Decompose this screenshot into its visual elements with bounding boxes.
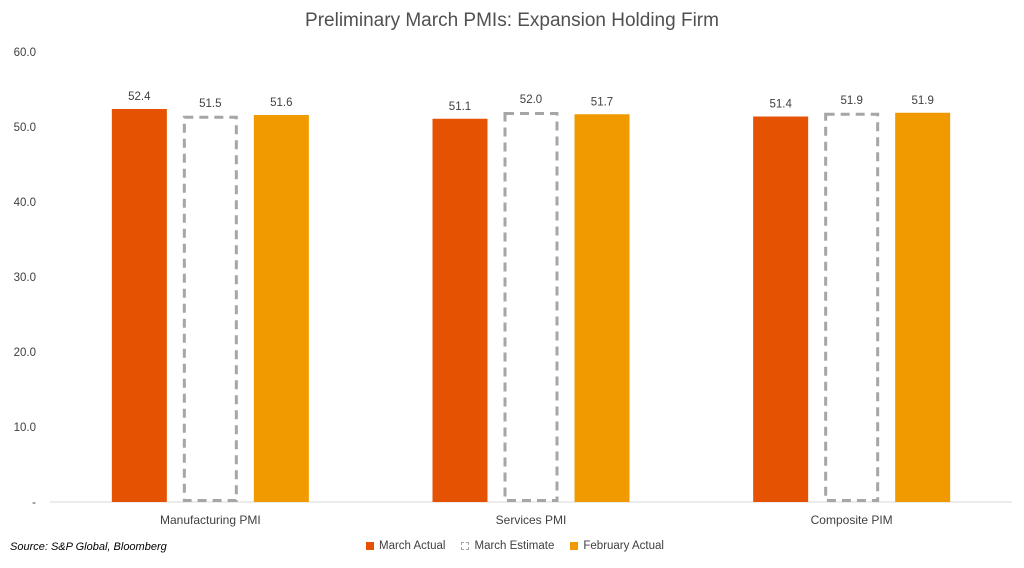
x-tick-label-services-pmi: Services PMI — [496, 513, 567, 527]
y-tick-label: 20.0 — [14, 347, 36, 359]
legend-label-february-actual: February Actual — [583, 540, 664, 552]
bar-february-actual-manufacturing-pmi — [253, 115, 309, 502]
y-tick-label: 60.0 — [14, 47, 36, 59]
y-tick-label: 40.0 — [14, 197, 36, 209]
bar-march-actual-manufacturing-pmi — [111, 109, 167, 502]
x-tick-label-manufacturing-pmi: Manufacturing PMI — [160, 513, 261, 527]
data-label-february-actual-manufacturing-pmi: 51.6 — [270, 97, 292, 109]
legend-swatch-february-actual — [570, 542, 579, 550]
bar-march-estimate-services-pmi — [503, 112, 559, 502]
legend-swatch-march-actual — [366, 542, 374, 550]
y-tick-label: 50.0 — [14, 122, 36, 134]
legend-label-march-actual: March Actual — [379, 540, 446, 552]
bar-march-actual-services-pmi — [432, 118, 488, 502]
y-tick-label: 10.0 — [14, 422, 36, 434]
legend-item-february-actual: February Actual — [570, 540, 664, 552]
data-label-march-estimate-services-pmi: 52.0 — [520, 94, 542, 106]
data-label-february-actual-services-pmi: 51.7 — [591, 96, 613, 108]
data-label-march-estimate-composite-pim: 51.9 — [840, 95, 862, 107]
data-label-march-actual-composite-pim: 51.4 — [769, 99, 792, 111]
legend-swatch-march-estimate — [461, 542, 470, 550]
bar-march-estimate-manufacturing-pmi — [182, 115, 238, 502]
data-label-march-estimate-manufacturing-pmi: 51.5 — [199, 98, 221, 110]
bar-march-estimate-composite-pim — [824, 112, 880, 502]
chart-title: Preliminary March PMIs: Expansion Holdin… — [305, 10, 719, 31]
data-label-february-actual-composite-pim: 51.9 — [911, 95, 933, 107]
legend: March Actual March Estimate February Act… — [366, 540, 664, 552]
bar-february-actual-composite-pim — [895, 112, 951, 502]
legend-label-march-estimate: March Estimate — [474, 540, 555, 552]
data-label-march-actual-manufacturing-pmi: 52.4 — [128, 91, 151, 103]
x-tick-label-composite-pim: Composite PIM — [811, 513, 893, 527]
data-label-march-actual-services-pmi: 51.1 — [449, 101, 471, 113]
source-note: Source: S&P Global, Bloomberg — [10, 541, 167, 553]
legend-item-march-estimate: March Estimate — [461, 540, 554, 552]
y-tick-label: - — [32, 497, 36, 509]
y-tick-label: 30.0 — [14, 272, 36, 284]
legend-item-march-actual: March Actual — [366, 540, 445, 552]
bar-march-actual-composite-pim — [753, 116, 809, 502]
bar-february-actual-services-pmi — [574, 114, 630, 502]
